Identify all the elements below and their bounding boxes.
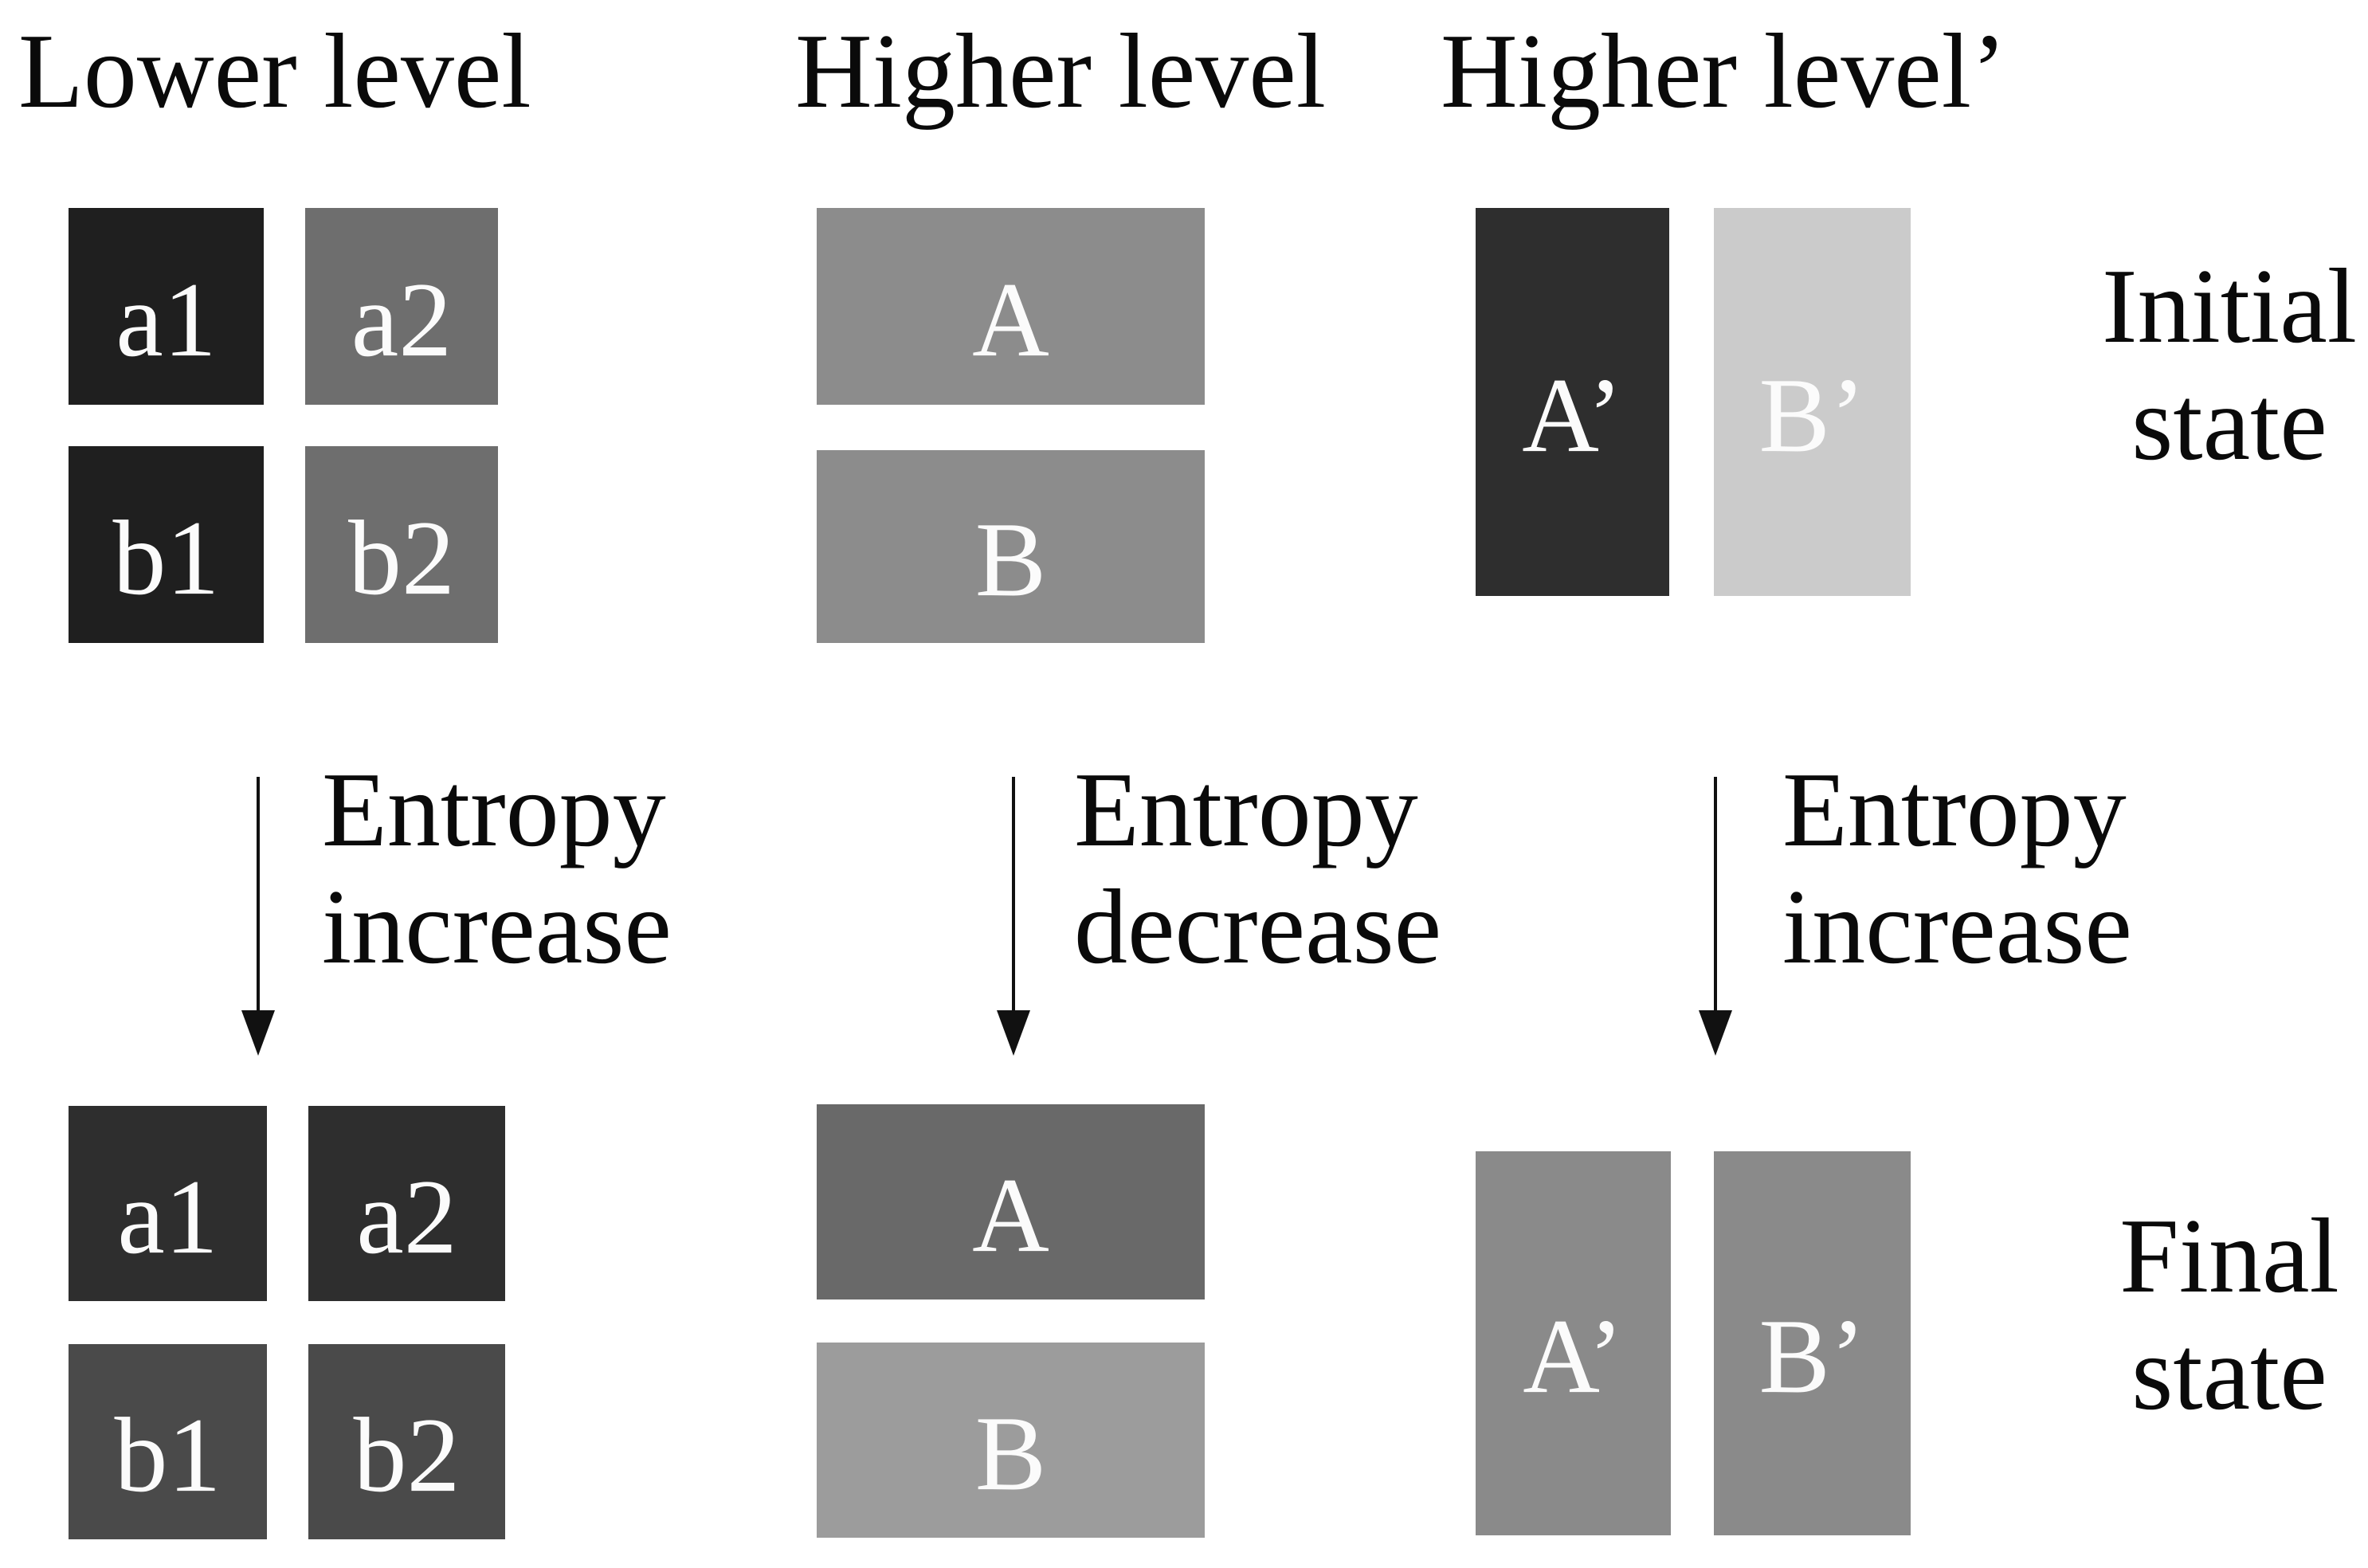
box-A-initial: A — [817, 208, 1205, 405]
box-a1-initial-label: a1 — [116, 260, 217, 378]
initial-state-label: Initial state — [2070, 247, 2368, 483]
down-arrow-icon — [1714, 777, 1717, 1013]
box-B-initial: B — [817, 450, 1205, 643]
box-b2-initial-label: b2 — [348, 498, 455, 617]
title-higher-level: Higher level — [795, 12, 1327, 130]
box-a2-initial: a2 — [305, 208, 498, 405]
label-entropy-increase-left: Entropy increase — [322, 751, 672, 986]
increase-word: increase — [322, 868, 672, 986]
box-A-prime-final-label: A’ — [1523, 1297, 1624, 1416]
box-a2-final: a2 — [308, 1106, 505, 1301]
increase-word: increase — [1782, 868, 2132, 986]
box-a1-final: a1 — [69, 1106, 267, 1301]
box-B-final: B — [817, 1343, 1205, 1538]
final-state-line2: state — [2131, 1314, 2327, 1433]
box-A-final: A — [817, 1104, 1205, 1299]
box-a1-final-label: a1 — [117, 1157, 218, 1276]
box-b2-final: b2 — [308, 1344, 505, 1539]
label-entropy-decrease-middle: Entropy decrease — [1074, 751, 1441, 986]
final-state-line1: Final — [2119, 1197, 2339, 1315]
entropy-word: Entropy — [322, 751, 666, 868]
down-arrow-icon — [241, 1010, 275, 1056]
initial-state-line1: Initial — [2101, 247, 2358, 365]
down-arrow-icon — [257, 777, 260, 1013]
entropy-word: Entropy — [1074, 751, 1418, 868]
box-b1-initial-label: b1 — [112, 498, 220, 617]
label-entropy-increase-right: Entropy increase — [1782, 751, 2132, 986]
box-A-initial-label: A — [972, 260, 1049, 378]
box-A-final-label: A — [972, 1155, 1049, 1274]
box-B-final-label: B — [974, 1394, 1047, 1512]
box-B-prime-final: B’ — [1714, 1151, 1911, 1535]
box-B-prime-initial-label: B’ — [1758, 355, 1866, 474]
box-B-prime-final-label: B’ — [1758, 1297, 1866, 1416]
box-B-prime-initial: B’ — [1714, 208, 1911, 596]
box-a2-initial-label: a2 — [351, 260, 453, 378]
title-higher-level-prime: Higher level’ — [1441, 12, 2007, 130]
box-a2-final-label: a2 — [356, 1157, 457, 1276]
box-A-prime-final: A’ — [1476, 1151, 1671, 1535]
initial-state-line2: state — [2131, 364, 2327, 483]
entropy-word: Entropy — [1782, 751, 2127, 868]
box-B-initial-label: B — [974, 500, 1047, 619]
box-b1-initial: b1 — [69, 446, 264, 643]
box-A-prime-initial-label: A’ — [1522, 355, 1623, 474]
box-b2-final-label: b2 — [353, 1395, 461, 1514]
down-arrow-icon — [1012, 777, 1015, 1013]
down-arrow-icon — [1699, 1010, 1732, 1056]
box-b1-final-label: b1 — [114, 1395, 222, 1514]
title-lower-level: Lower level — [18, 12, 531, 130]
box-b2-initial: b2 — [305, 446, 498, 643]
box-a1-initial: a1 — [69, 208, 264, 405]
box-b1-final: b1 — [69, 1344, 267, 1539]
down-arrow-icon — [997, 1010, 1030, 1056]
box-A-prime-initial: A’ — [1476, 208, 1669, 596]
final-state-label: Final state — [2070, 1197, 2368, 1433]
decrease-word: decrease — [1074, 868, 1442, 986]
